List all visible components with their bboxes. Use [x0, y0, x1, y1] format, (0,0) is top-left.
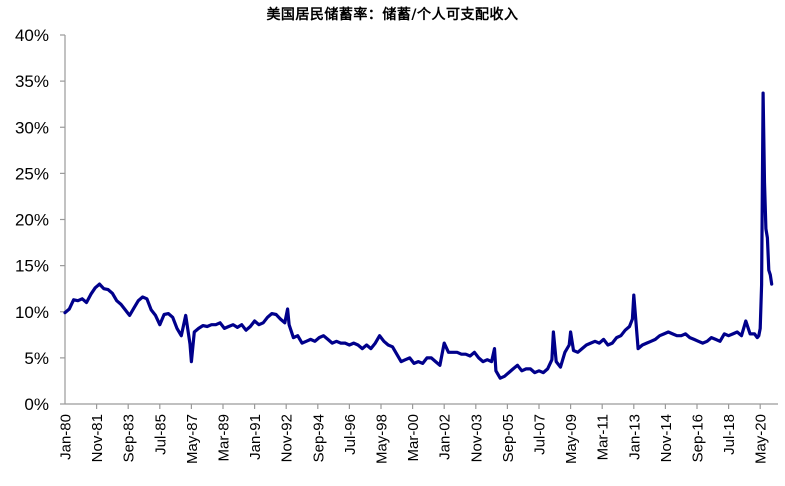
- x-tick-label: Sep-94: [310, 414, 327, 462]
- x-tick-label: Nov-81: [89, 414, 106, 462]
- x-tick-label: Mar-00: [405, 414, 422, 462]
- y-tick-label: 35%: [15, 72, 49, 91]
- x-tick-label: Jan-80: [58, 414, 75, 460]
- x-tick-label: May-09: [563, 414, 580, 464]
- y-tick-label: 40%: [15, 26, 49, 45]
- x-tick-label: Mar-89: [216, 414, 233, 462]
- x-tick-label: Mar-11: [595, 414, 612, 460]
- x-tick-label: Jul-96: [342, 414, 359, 455]
- x-tick-label: Jan-91: [247, 414, 264, 460]
- x-tick-label: Jan-02: [437, 414, 454, 460]
- x-tick-label: May-20: [753, 414, 770, 464]
- x-tick-label: Nov-14: [658, 414, 675, 462]
- saving-rate-line: [63, 91, 774, 380]
- x-tick-label: Sep-16: [690, 414, 707, 462]
- x-tick-label: Sep-83: [121, 414, 138, 462]
- y-tick-label: 0%: [24, 395, 49, 414]
- x-tick-label: May-98: [374, 414, 391, 464]
- x-tick-label: Sep-05: [500, 414, 517, 462]
- x-axis: Jan-80 Nov-81 Sep-83 Jul-85 May-87 Mar-89 Jan-…: [58, 403, 778, 464]
- y-tick-label: 10%: [15, 303, 49, 322]
- x-tick-label: May-87: [184, 414, 201, 464]
- y-tick-label: 25%: [15, 164, 49, 183]
- x-tick-label: Jul-07: [532, 414, 549, 455]
- y-tick-label: 5%: [24, 349, 49, 368]
- x-tick-label: Nov-03: [468, 414, 485, 462]
- chart-title: 美国居民储蓄率：储蓄/个人可支配收入: [266, 7, 519, 23]
- x-tick-label: Jul-18: [721, 414, 738, 455]
- y-tick-label: 15%: [15, 257, 49, 276]
- plot-area: [63, 91, 774, 380]
- y-tick-label: 30%: [15, 118, 49, 137]
- x-tick-label: Nov-92: [279, 414, 296, 462]
- y-tick-label: 20%: [15, 211, 49, 230]
- y-axis: 0% 5% 10% 15% 20% 25% 30% 35% 40%: [15, 26, 66, 414]
- x-tick-label: Jul-85: [152, 414, 169, 455]
- x-tick-label: Jan-13: [626, 414, 643, 460]
